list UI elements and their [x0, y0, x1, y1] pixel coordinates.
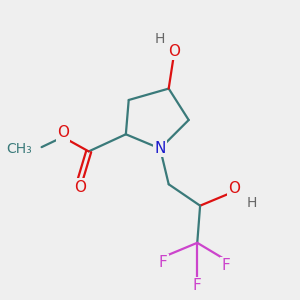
Text: H: H	[155, 32, 165, 46]
Text: F: F	[193, 278, 202, 293]
Text: CH₃: CH₃	[6, 142, 31, 156]
Text: O: O	[228, 181, 240, 196]
Text: N: N	[154, 141, 166, 156]
Text: O: O	[168, 44, 180, 59]
Text: F: F	[159, 255, 167, 270]
Text: F: F	[221, 258, 230, 273]
Text: O: O	[74, 180, 86, 195]
Text: O: O	[57, 125, 69, 140]
Text: H: H	[246, 196, 257, 210]
